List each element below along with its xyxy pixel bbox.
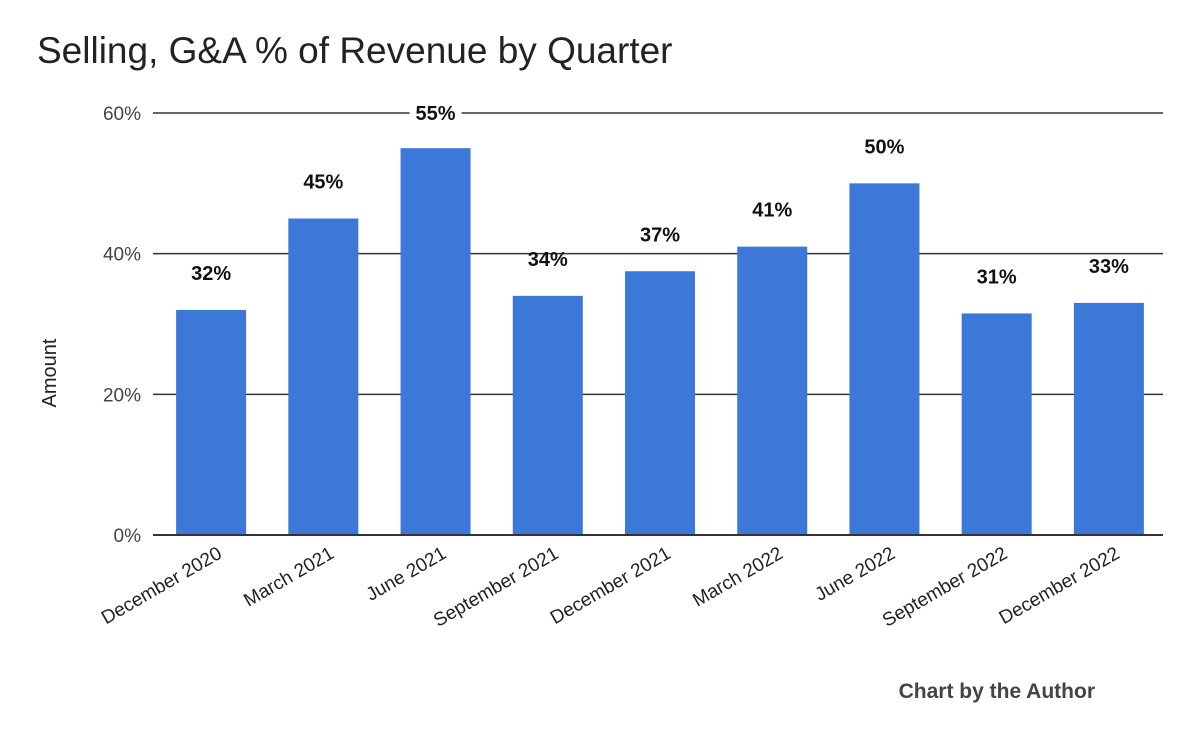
x-category-label: December 2022	[996, 543, 1124, 629]
bar	[512, 295, 583, 535]
x-category-label: March 2022	[689, 543, 786, 611]
bars	[176, 148, 1144, 536]
y-tick-label: 40%	[103, 245, 141, 266]
y-tick-label: 0%	[114, 526, 142, 547]
y-tick-label: 20%	[103, 385, 141, 406]
data-label-backing	[409, 103, 462, 125]
data-label: 31%	[977, 266, 1017, 288]
bar	[400, 148, 471, 535]
x-category-label: June 2021	[363, 543, 450, 606]
x-axis-categories: December 2020 March 2021 June 2021Septembe…	[98, 543, 1123, 631]
bar	[288, 218, 359, 535]
bar	[961, 313, 1032, 535]
x-category-label: December 2021	[547, 543, 675, 629]
bar	[1073, 302, 1144, 535]
y-tick-label: 60%	[103, 104, 141, 125]
chart-title: Selling, G&A % of Revenue by Quarter	[37, 30, 673, 71]
x-category-label: December 2020	[98, 543, 226, 629]
x-category-label: March 2021	[240, 543, 337, 611]
data-labels: 32% 45% 55% 34% 37% 41% 50% 31% 33%	[191, 103, 1129, 288]
bar	[176, 309, 247, 535]
data-label: 41%	[752, 200, 792, 222]
x-category-label: June 2022	[812, 543, 899, 606]
data-label: 55%	[416, 103, 456, 125]
y-axis-title: Amount	[39, 338, 61, 407]
x-category-label: September 2022	[879, 543, 1011, 631]
data-label: 34%	[528, 249, 568, 271]
y-axis-ticks: 0% 20% 40% 60%	[103, 104, 141, 547]
bar	[737, 246, 808, 535]
chart-credit: Chart by the Author	[898, 680, 1095, 703]
data-label: 33%	[1089, 256, 1129, 278]
x-category-label: September 2021	[430, 543, 562, 631]
data-label: 50%	[864, 136, 904, 158]
data-label: 45%	[303, 172, 343, 194]
data-label: 32%	[191, 263, 231, 285]
bar	[625, 271, 695, 535]
data-label: 37%	[640, 224, 680, 246]
bar	[849, 183, 920, 536]
